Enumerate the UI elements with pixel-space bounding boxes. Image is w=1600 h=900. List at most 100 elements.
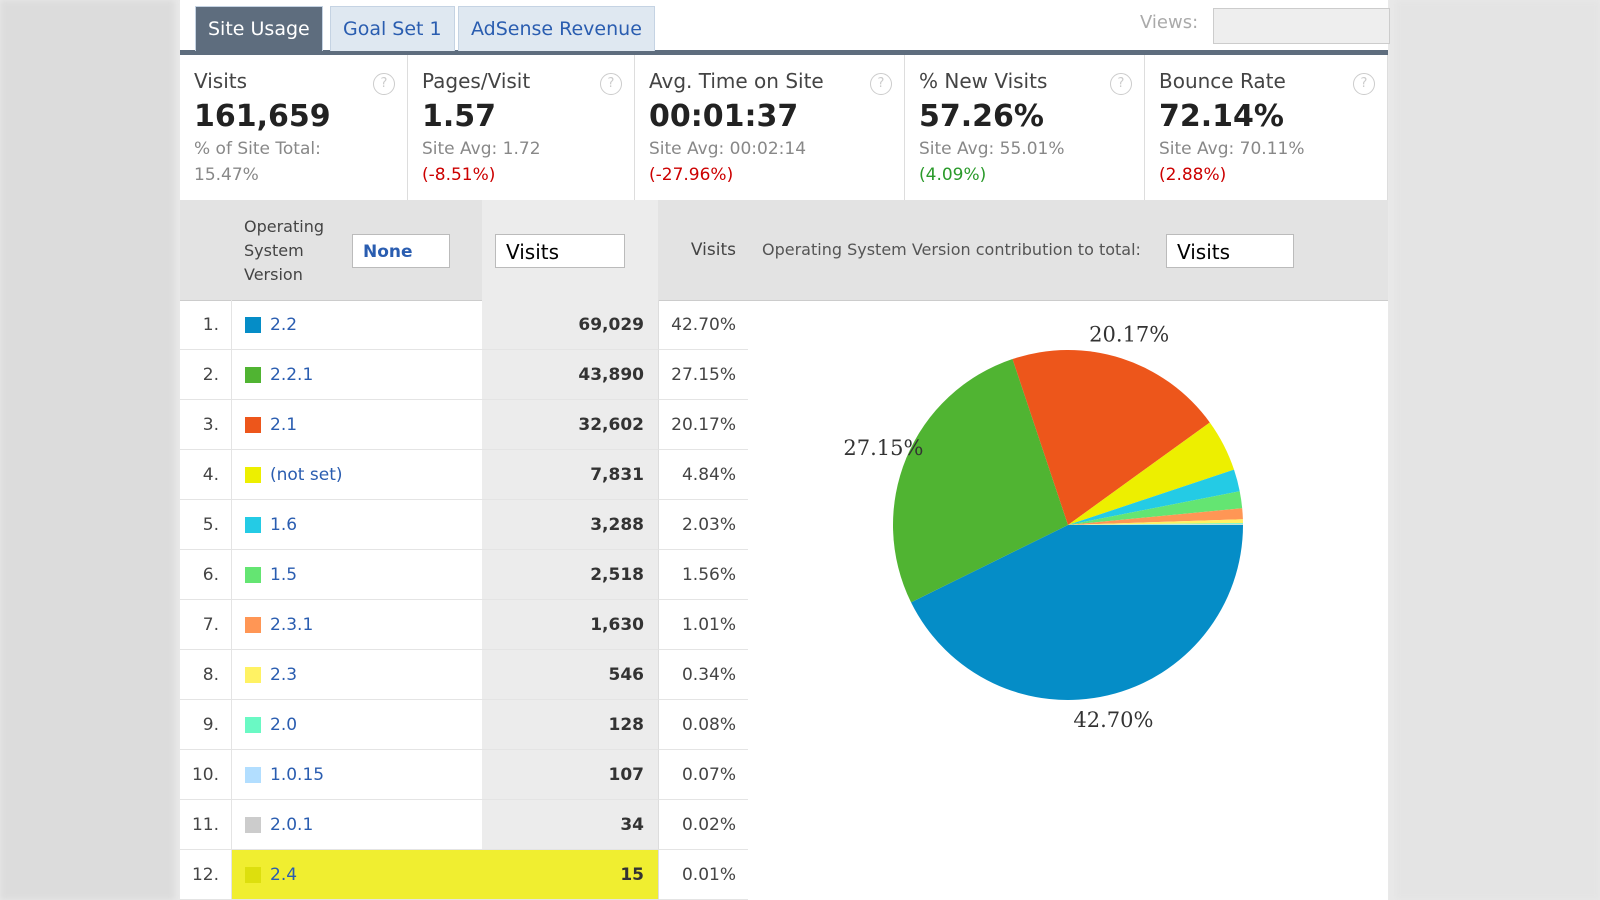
- metric-change: 15.47%: [194, 165, 259, 185]
- legend-swatch: [245, 417, 261, 433]
- row-rank: 5.: [180, 500, 232, 550]
- metric-sub: Site Avg: 1.72: [422, 139, 541, 159]
- metric-change: (2.88%): [1159, 165, 1227, 185]
- row-visits: 32,602: [482, 400, 658, 450]
- metric-sub: Site Avg: 70.11%: [1159, 139, 1305, 159]
- legend-swatch: [245, 667, 261, 683]
- row-name: 2.3: [232, 650, 482, 700]
- row-percent: 0.02%: [658, 800, 748, 850]
- tab[interactable]: Site Usage: [195, 6, 323, 51]
- row-percent: 42.70%: [658, 300, 748, 350]
- row-name: 1.6: [232, 500, 482, 550]
- row-percent: 2.03%: [658, 500, 748, 550]
- visits-header: Visits: [690, 240, 736, 260]
- row-visits: 69,029: [482, 300, 658, 350]
- legend-swatch: [245, 467, 261, 483]
- pie-slice: [1012, 350, 1210, 525]
- legend-swatch: [245, 367, 261, 383]
- row-visits: 34: [482, 800, 658, 850]
- row-percent: 0.34%: [658, 650, 748, 700]
- row-percent: 0.08%: [658, 700, 748, 750]
- pie-slice: [911, 525, 1243, 700]
- row-name: 2.1: [232, 400, 482, 450]
- row-name: (not set): [232, 450, 482, 500]
- pie-slice: [1068, 491, 1243, 525]
- row-visits: 546: [482, 650, 658, 700]
- legend-swatch: [245, 767, 261, 783]
- row-rank: 4.: [180, 450, 232, 500]
- row-percent: 0.07%: [658, 750, 748, 800]
- sorted-column: [482, 200, 658, 900]
- pie-slice: [1068, 422, 1235, 525]
- metric-label: Avg. Time on Site: [649, 69, 824, 93]
- row-rank: 10.: [180, 750, 232, 800]
- legend-swatch: [245, 517, 261, 533]
- metric-value: 57.26%: [919, 99, 1044, 134]
- sort-select[interactable]: Visits: [495, 234, 625, 268]
- metric-value: 72.14%: [1159, 99, 1284, 134]
- blurred-background: [1395, 0, 1600, 900]
- row-percent: 0.01%: [658, 850, 748, 900]
- row-visits: 7,831: [482, 450, 658, 500]
- views-label: Views:: [1140, 12, 1199, 33]
- row-percent: 27.15%: [658, 350, 748, 400]
- metric-change: (-27.96%): [649, 165, 734, 185]
- pie-slice: [1068, 523, 1243, 525]
- row-visits: 3,288: [482, 500, 658, 550]
- row-rank: 7.: [180, 600, 232, 650]
- metric-box: Visits 161,659 % of Site Total: 15.47%?: [180, 55, 408, 200]
- pie-slice: [1068, 508, 1243, 525]
- help-icon[interactable]: ?: [373, 73, 395, 95]
- metric-value: 1.57: [422, 99, 497, 134]
- row-visits: 107: [482, 750, 658, 800]
- row-name: 2.4: [232, 850, 482, 900]
- pie-label: 20.17%: [1089, 323, 1169, 347]
- metric-label: Bounce Rate: [1159, 69, 1286, 93]
- legend-swatch: [245, 567, 261, 583]
- metric-box: % New Visits 57.26% Site Avg: 55.01% (4.09%…: [905, 55, 1145, 200]
- row-visits: 15: [482, 850, 658, 900]
- pie-slice: [893, 359, 1068, 603]
- metric-box: Bounce Rate 72.14% Site Avg: 70.11% (2.88%)…: [1145, 55, 1388, 200]
- row-rank: 2.: [180, 350, 232, 400]
- row-name: 2.0.1: [232, 800, 482, 850]
- row-name: 2.2.1: [232, 350, 482, 400]
- row-name: 2.0: [232, 700, 482, 750]
- row-rank: 12.: [180, 850, 232, 900]
- metric-value: 00:01:37: [649, 99, 799, 134]
- row-rank: 6.: [180, 550, 232, 600]
- dimension-header: Operating System Version: [244, 217, 324, 284]
- row-name: 1.5: [232, 550, 482, 600]
- row-visits: 43,890: [482, 350, 658, 400]
- help-icon[interactable]: ?: [1110, 73, 1132, 95]
- metric-change: (-8.51%): [422, 165, 496, 185]
- tab[interactable]: AdSense Revenue: [458, 6, 655, 51]
- segment-select[interactable]: None: [352, 234, 450, 268]
- help-icon[interactable]: ?: [870, 73, 892, 95]
- row-percent: 4.84%: [658, 450, 748, 500]
- metric-sub: % of Site Total:: [194, 139, 321, 159]
- contribution-select[interactable]: Visits: [1166, 234, 1294, 268]
- help-icon[interactable]: ?: [600, 73, 622, 95]
- tab[interactable]: Goal Set 1: [330, 6, 455, 51]
- pie-label: 42.70%: [1073, 708, 1153, 732]
- legend-swatch: [245, 867, 261, 883]
- help-icon[interactable]: ?: [1353, 73, 1375, 95]
- legend-swatch: [245, 817, 261, 833]
- row-rank: 11.: [180, 800, 232, 850]
- pie-label: 27.15%: [843, 436, 923, 460]
- legend-swatch: [245, 717, 261, 733]
- view-buttons[interactable]: [1213, 8, 1390, 44]
- metric-sub: Site Avg: 00:02:14: [649, 139, 807, 159]
- pie-slice: [1068, 469, 1240, 525]
- legend-swatch: [245, 617, 261, 633]
- metric-box: Pages/Visit 1.57 Site Avg: 1.72 (-8.51%)?: [408, 55, 635, 200]
- row-rank: 8.: [180, 650, 232, 700]
- row-rank: 3.: [180, 400, 232, 450]
- row-rank: 1.: [180, 300, 232, 350]
- pie-chart: 42.70% 27.15% 20.17%: [843, 323, 1243, 732]
- pie-slice: [1068, 519, 1243, 525]
- legend-swatch: [245, 317, 261, 333]
- row-name: 2.3.1: [232, 600, 482, 650]
- row-name: 2.2: [232, 300, 482, 350]
